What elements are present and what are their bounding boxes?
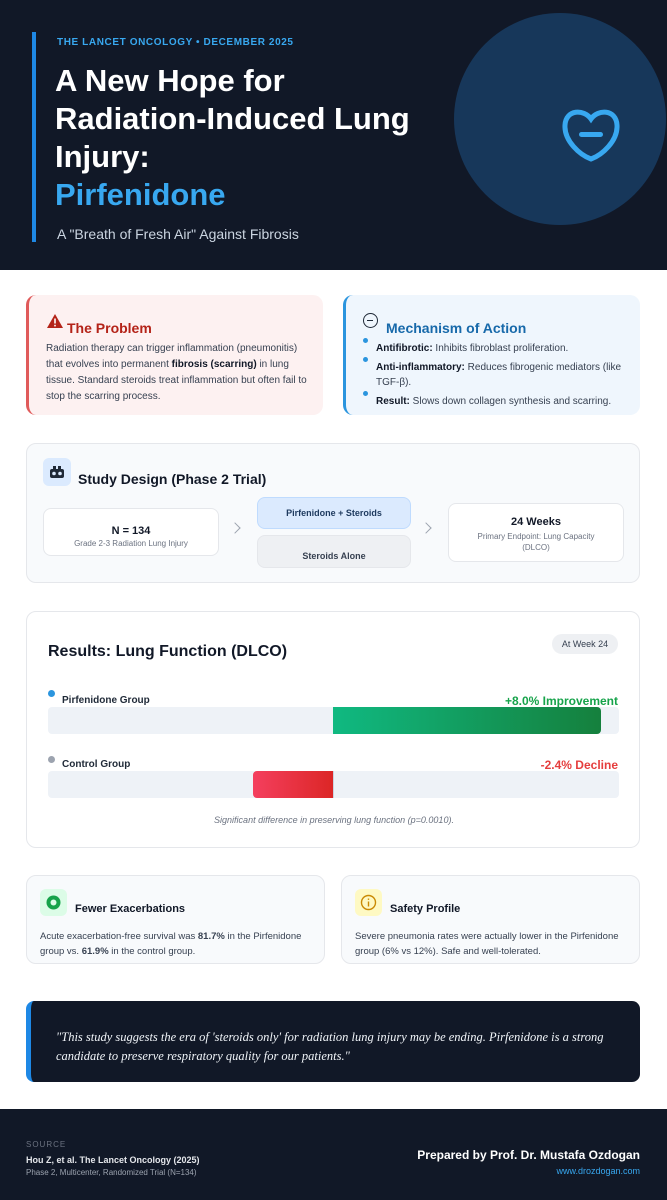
study-design-card: Study Design (Phase 2 Trial) N = 134 Gra… (26, 443, 640, 583)
journal-label: THE LANCET ONCOLOGY • DECEMBER 2025 (57, 37, 294, 48)
mechanism-title: Mechanism of Action (386, 320, 527, 336)
mechanism-circle-icon (363, 313, 378, 328)
safety-text: Severe pneumonia rates were actually low… (355, 931, 619, 957)
chevron-right-icon (229, 522, 241, 534)
enrollment-detail: Grade 2-3 Radiation Lung Injury (74, 539, 188, 548)
title-line-3: Injury: (55, 139, 150, 174)
group-value: +8.0% Improvement (504, 694, 618, 708)
safety-card: Safety Profile Severe pneumonia rates we… (341, 875, 640, 964)
enrollment-box: N = 134 Grade 2-3 Radiation Lung Injury (43, 508, 219, 556)
group-dot (48, 756, 55, 763)
week-badge: At Week 24 (552, 634, 618, 654)
target-icon (40, 889, 67, 916)
footer: SOURCE Hou Z, et al. The Lancet Oncology… (0, 1109, 667, 1200)
header-banner: THE LANCET ONCOLOGY • DECEMBER 2025 A Ne… (0, 0, 667, 270)
page-title: A New Hope for Radiation-Induced Lung In… (55, 62, 455, 214)
control-arm-box: Steroids Alone (257, 535, 411, 568)
decorative-circle (454, 13, 666, 225)
bar-track (48, 707, 619, 734)
group-label: Pirfenidone Group (62, 695, 150, 706)
exacerbations-title: Fewer Exacerbations (75, 903, 186, 915)
warning-icon (47, 314, 63, 328)
prepared-by: Prepared by Prof. Dr. Mustafa Ozdogan (417, 1148, 640, 1162)
exacerbations-text: Acute exacerbation-free survival was 81.… (40, 931, 302, 957)
study-design-title: Study Design (Phase 2 Trial) (78, 471, 267, 487)
quote-block: "This study suggests the era of 'steroid… (26, 1001, 640, 1082)
website-link[interactable]: www.drozdogan.com (556, 1166, 640, 1176)
source-citation: Hou Z, et al. The Lancet Oncology (2025) (26, 1155, 200, 1165)
safety-title: Safety Profile (390, 903, 461, 915)
group-value: -2.4% Decline (540, 758, 618, 772)
mechanism-item: Result: Slows down collagen synthesis an… (360, 391, 635, 409)
title-line-1: A New Hope for (55, 63, 285, 98)
results-card: Results: Lung Function (DLCO) At Week 24… (26, 611, 640, 848)
study-design-icon (43, 458, 71, 486)
endpoint-text: Primary Endpoint: Lung Capacity (DLCO) (477, 532, 595, 552)
title-drug: Pirfenidone (55, 177, 226, 212)
bar-track (48, 771, 619, 798)
problem-title: The Problem (67, 320, 152, 336)
mechanism-card: Mechanism of Action Antifibrotic: Inhibi… (343, 295, 640, 415)
problem-text: Radiation therapy can trigger inflammati… (46, 343, 307, 402)
info-icon (355, 889, 382, 916)
header-accent-bar (32, 32, 36, 242)
duration-value: 24 Weeks (511, 516, 561, 528)
mechanism-item: Anti-inflammatory: Reduces fibrogenic me… (360, 357, 635, 390)
quote-text: "This study suggests the era of 'steroid… (56, 1030, 604, 1063)
problem-card: The Problem Radiation therapy can trigge… (26, 295, 323, 415)
mechanism-list: Antifibrotic: Inhibits fibroblast prolif… (360, 338, 635, 413)
results-title: Results: Lung Function (DLCO) (48, 643, 288, 660)
title-line-2: Radiation-Induced Lung (55, 101, 410, 136)
treatment-arm-box: Pirfenidone + Steroids (257, 497, 411, 529)
chevron-right-icon (420, 522, 432, 534)
group-dot (48, 690, 55, 697)
page-subtitle: A "Breath of Fresh Air" Against Fibrosis (57, 226, 299, 242)
mechanism-item: Antifibrotic: Inhibits fibroblast prolif… (360, 338, 635, 356)
exacerbations-card: Fewer Exacerbations Acute exacerbation-f… (26, 875, 325, 964)
source-detail: Phase 2, Multicenter, Randomized Trial (… (26, 1168, 197, 1177)
lung-heart-logo-icon (562, 109, 620, 162)
bar-fill-pirfenidone (333, 707, 602, 734)
duration-box: 24 Weeks Primary Endpoint: Lung Capacity… (448, 503, 624, 562)
zero-line (333, 771, 334, 798)
bar-fill-control (252, 771, 333, 798)
source-label: SOURCE (26, 1140, 67, 1149)
group-label: Control Group (62, 759, 131, 770)
enrollment-count: N = 134 (111, 525, 151, 537)
results-note: Significant difference in preserving lun… (214, 815, 454, 825)
